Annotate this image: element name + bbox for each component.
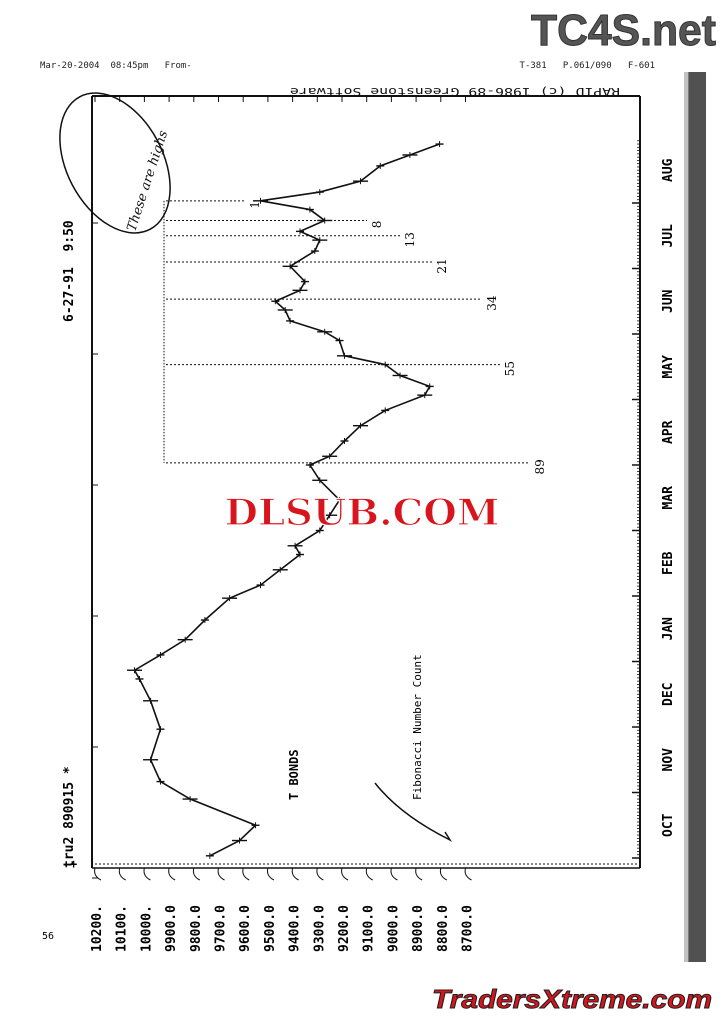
price-tick-bottom xyxy=(143,867,151,881)
fibonacci-label-89: 89 xyxy=(533,459,547,474)
price-label: 9100.0 xyxy=(362,905,377,952)
fibonacci-label-1: 1 xyxy=(248,201,262,209)
price-label: 9700.0 xyxy=(214,905,229,952)
fax-header-right: T-381 P.061/090 F-601 xyxy=(520,61,655,71)
chart-title: T BONDS xyxy=(287,749,301,800)
price-tick-bottom xyxy=(242,867,250,881)
price-label: 9600.0 xyxy=(238,905,253,952)
price-tick-bottom xyxy=(118,867,126,881)
price-label: 8900.0 xyxy=(411,905,426,952)
plot-frame xyxy=(91,95,641,869)
watermark-center: DLSUB.COM xyxy=(225,492,500,534)
month-label-jan: JAN xyxy=(661,617,676,641)
price-tick-bottom xyxy=(94,867,102,881)
fibonacci-label-34: 34 xyxy=(485,295,499,311)
scan-edge-shadow-light xyxy=(684,72,689,962)
month-label-jun: JUN xyxy=(661,289,676,313)
price-axis-ticks xyxy=(94,96,472,881)
watermark-bottom: TradersXtreme.com xyxy=(432,984,712,1014)
price-tick-bottom xyxy=(341,867,349,881)
fibonacci-label-55: 55 xyxy=(503,361,517,376)
price-tick-bottom xyxy=(192,867,201,881)
scan-edge-shadow xyxy=(688,72,706,962)
time-axis-labels: OCT NOV DEC JAN FEB MAR APR MAY JUN JUL AUG xyxy=(661,158,676,837)
timestamp: 6-27-91 9:50 xyxy=(62,220,77,322)
price-series xyxy=(127,141,444,859)
month-label-oct: OCT xyxy=(661,813,676,837)
month-label-aug: AUG xyxy=(661,158,676,182)
price-tick-bottom xyxy=(267,867,275,881)
price-label: 9200.0 xyxy=(337,905,352,952)
fibonacci-label-21: 21 xyxy=(435,258,449,273)
handwritten-note: These are highs xyxy=(125,129,172,234)
month-label-dec: DEC xyxy=(661,683,676,706)
price-tick-bottom xyxy=(464,867,472,881)
symbol-label: tru2 890915 * xyxy=(62,766,77,868)
price-label: 9800.0 xyxy=(189,905,204,952)
plus-marker: + xyxy=(70,857,77,871)
price-label: 10000. xyxy=(139,905,154,952)
month-label-mar: MAR xyxy=(661,486,676,510)
fibonacci-annotation-label: Fibonacci Number Count xyxy=(411,654,424,800)
price-tick-bottom xyxy=(316,867,324,881)
price-label: 10100. xyxy=(115,905,130,952)
price-label: 10200. xyxy=(90,905,105,952)
price-label: 8700.0 xyxy=(461,905,476,952)
price-label: 9900.0 xyxy=(164,905,179,952)
price-tick-bottom xyxy=(415,867,423,881)
fibonacci-label-8: 8 xyxy=(370,221,384,229)
highs-circle xyxy=(59,92,171,234)
month-label-feb: FEB xyxy=(661,551,676,575)
month-label-may: MAY xyxy=(661,355,676,379)
page-number: 56 xyxy=(42,931,54,942)
price-tick-bottom xyxy=(168,867,176,881)
price-tick-bottom xyxy=(439,867,448,881)
price-tick-bottom xyxy=(217,867,225,881)
price-label: 9000.0 xyxy=(386,905,401,952)
fibonacci-label-13: 13 xyxy=(403,232,417,247)
price-label: 9300.0 xyxy=(312,905,327,952)
price-label: 9500.0 xyxy=(263,905,278,952)
price-tick-bottom xyxy=(291,867,299,881)
price-label: 8800.0 xyxy=(436,905,451,952)
price-tick-bottom xyxy=(390,867,398,881)
annotation-arrow-stroke xyxy=(374,782,453,842)
price-axis-labels: 10200. 10100. 10000. 9900.0 9800.0 9700.0 9600… xyxy=(90,905,476,952)
month-label-nov: NOV xyxy=(661,748,676,772)
price-tick-bottom xyxy=(365,867,373,881)
watermark-top: TC4S.net xyxy=(531,6,716,55)
software-credit: RAPID (c) 1986-89 Greenstone Software xyxy=(290,85,620,98)
month-label-apr: APR xyxy=(661,420,676,444)
fax-header-left: Mar-20-2004 08:45pm From- xyxy=(40,61,192,71)
price-label: 9400.0 xyxy=(288,905,303,952)
time-axis-ticks xyxy=(92,140,640,879)
fibonacci-markers: 1 8 13 21 34 55 89 xyxy=(163,200,547,474)
month-label-jul: JUL xyxy=(661,224,676,248)
